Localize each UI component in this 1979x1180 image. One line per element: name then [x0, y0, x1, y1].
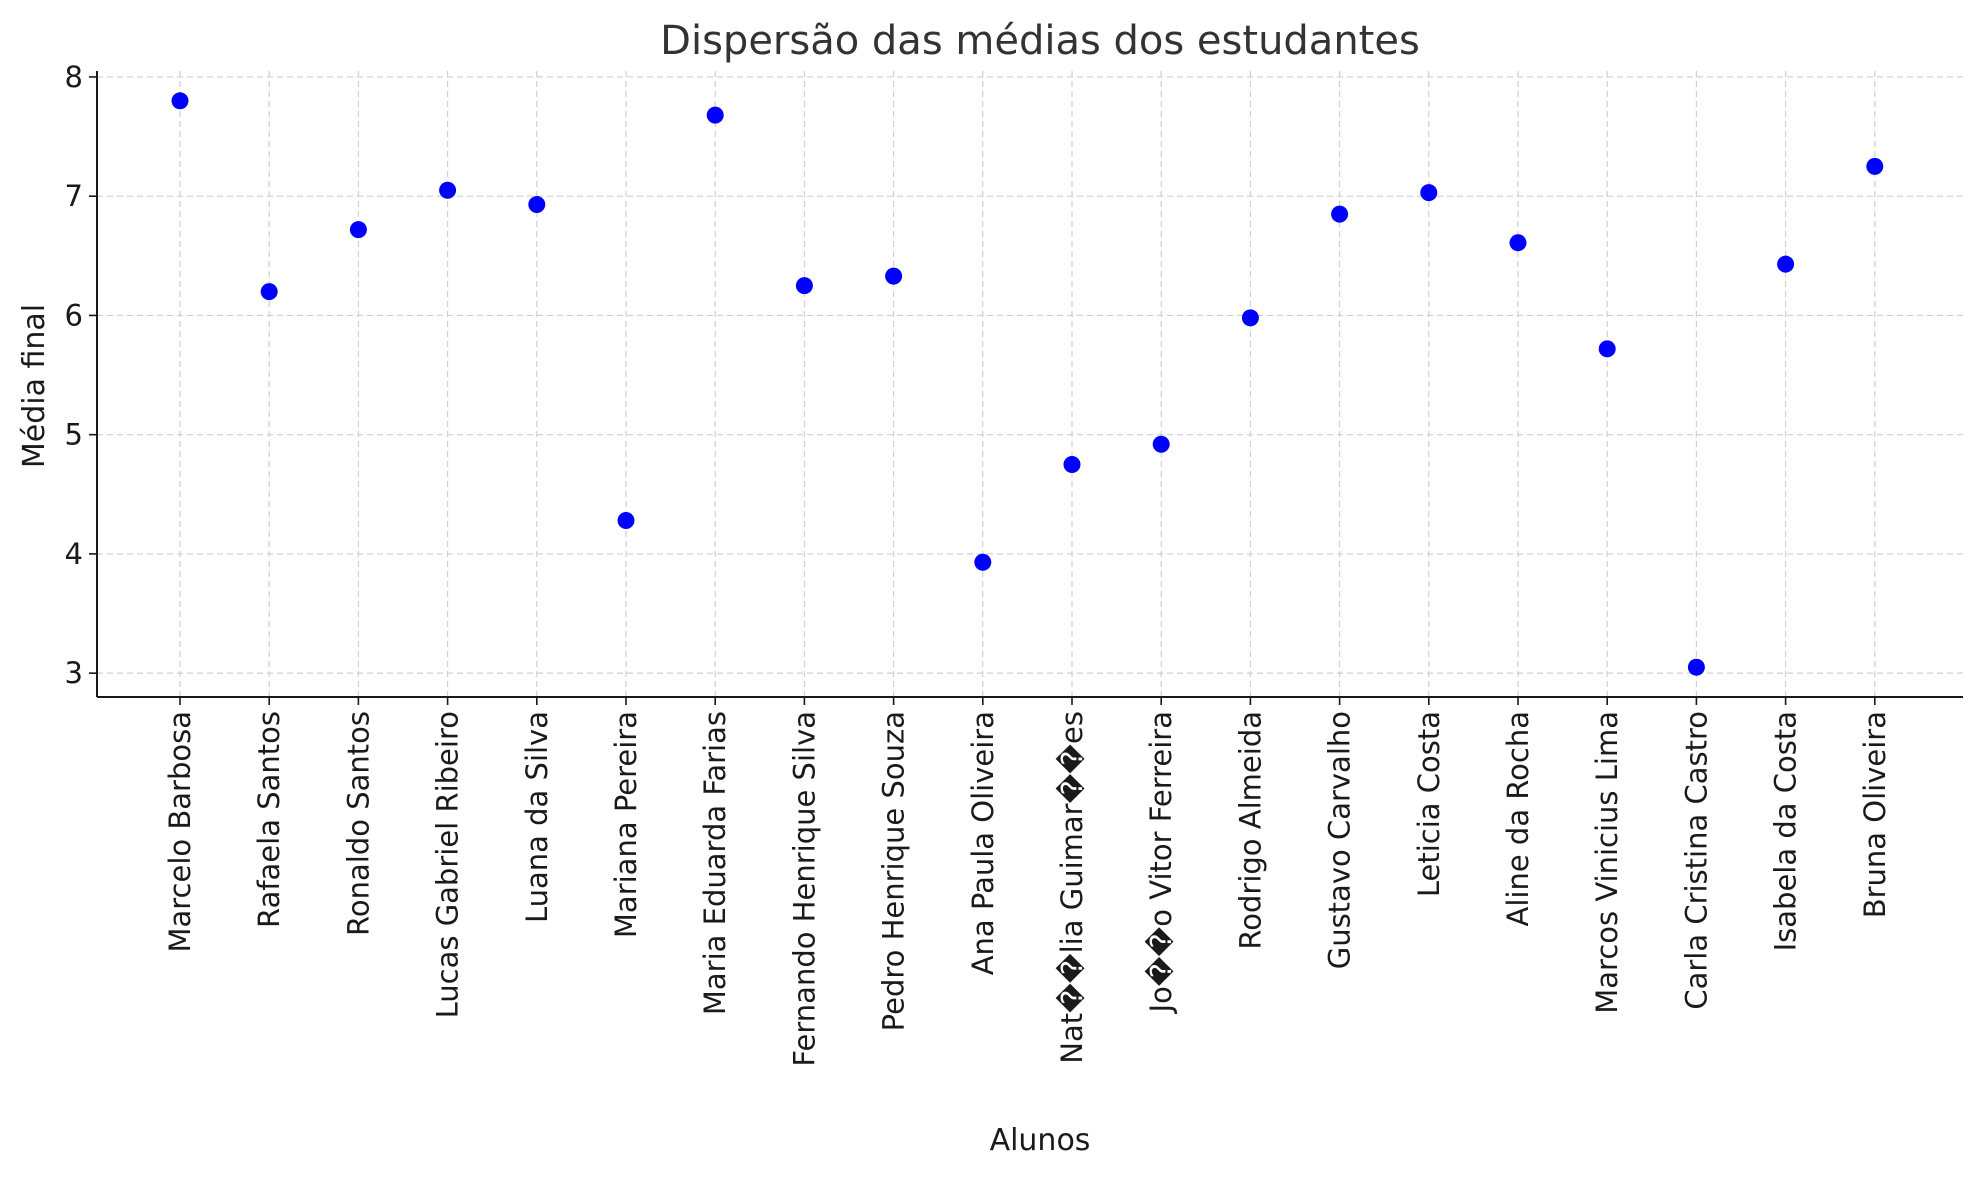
data-point	[1777, 255, 1795, 273]
data-point	[1241, 309, 1259, 327]
x-tick-label: Nat��lia Guimar��es	[1055, 711, 1089, 1064]
chart-title: Dispersão das médias dos estudantes	[660, 18, 1420, 64]
x-tick-label: Ronaldo Santos	[341, 711, 375, 936]
data-point	[1866, 157, 1884, 175]
y-axis-ticks: 3 4 5 6 7 8	[65, 60, 97, 690]
data-points	[171, 92, 1884, 676]
x-axis-label: Alunos	[990, 1123, 1091, 1158]
data-point	[1152, 435, 1170, 453]
data-point	[617, 512, 635, 530]
data-point	[974, 553, 992, 571]
x-tick-label: Maria Eduarda Farias	[698, 711, 732, 1015]
data-point	[1687, 658, 1705, 676]
x-tick-label: Ana Paula Oliveira	[966, 711, 1000, 975]
x-tick-label: Fernando Henrique Silva	[787, 711, 821, 1067]
x-tick-label: Leticia Costa	[1412, 711, 1446, 897]
grid-lines	[97, 71, 1963, 697]
x-tick-label: Bruna Oliveira	[1858, 711, 1892, 918]
x-tick-label: Rodrigo Almeida	[1233, 711, 1267, 950]
data-point	[171, 92, 189, 110]
data-point	[439, 181, 457, 199]
data-point	[1509, 234, 1527, 252]
axes	[96, 71, 1963, 698]
data-point	[885, 267, 903, 285]
data-point	[1420, 184, 1438, 202]
x-tick-label: Isabela da Costa	[1769, 711, 1803, 951]
data-point	[706, 106, 724, 124]
y-tick-label: 3	[65, 656, 83, 690]
x-tick-label: Pedro Henrique Souza	[877, 711, 911, 1031]
x-tick-label: Marcos Vinicius Lima	[1590, 711, 1624, 1014]
y-tick-label: 5	[65, 418, 83, 452]
data-point	[1063, 455, 1081, 473]
data-point	[1598, 340, 1616, 358]
x-tick-label: Carla Cristina Castro	[1679, 711, 1713, 1010]
data-point	[1331, 205, 1349, 223]
data-point	[795, 277, 813, 295]
y-tick-label: 8	[65, 60, 83, 94]
x-axis-ticks: Marcelo Barbosa Rafaela Santos Ronaldo San…	[163, 697, 1892, 1067]
y-tick-label: 6	[65, 298, 83, 332]
x-tick-label: Rafaela Santos	[252, 711, 286, 928]
data-point	[528, 196, 546, 214]
data-point	[349, 221, 367, 239]
y-tick-label: 7	[65, 179, 83, 213]
y-axis-label: Média final	[17, 304, 52, 468]
x-tick-label: Marcelo Barbosa	[163, 711, 197, 953]
data-point	[260, 283, 278, 301]
x-tick-label: Mariana Pereira	[609, 711, 643, 938]
x-tick-label: Luana da Silva	[520, 711, 554, 923]
x-tick-label: Lucas Gabriel Ribeiro	[431, 711, 465, 1018]
x-tick-label: Jo��o Vitor Ferreira	[1144, 711, 1178, 1014]
x-tick-label: Aline da Rocha	[1501, 711, 1535, 926]
x-tick-label: Gustavo Carvalho	[1323, 711, 1357, 969]
y-tick-label: 4	[65, 537, 83, 571]
